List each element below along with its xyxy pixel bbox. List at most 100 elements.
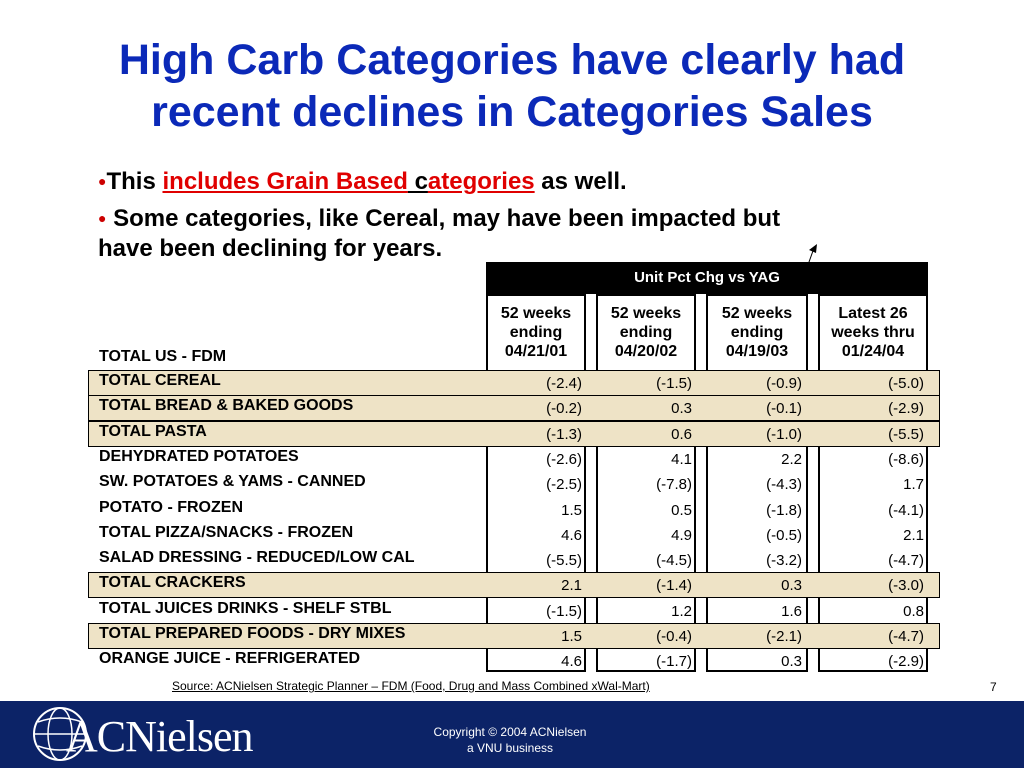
table-cell: (-7.8) [656, 476, 692, 494]
column-4-line-3: 01/24/04 [841, 343, 905, 360]
total-us-label: TOTAL US - FDM [99, 348, 227, 365]
bullet-1-link[interactable]: includes Grain Based [162, 168, 408, 195]
bullet-1-prefix: This [106, 168, 163, 195]
highlight-band [88, 572, 940, 599]
bullet-2-line-1: Some categories, like Cereal, may have b… [106, 205, 781, 232]
table-cell: 1.5 [561, 501, 582, 519]
table-cell: (-3.2) [766, 552, 802, 570]
table-cell: (-5.5) [888, 425, 924, 443]
row-label: POTATO - FROZEN [99, 498, 243, 516]
table-cell: 1.7 [903, 476, 924, 494]
table-cell: (-4.7) [888, 628, 924, 645]
column-2-line-1: 52 weeks [610, 305, 682, 322]
bullet-1-link-2[interactable]: ategories [427, 168, 535, 195]
table-cell: (-1.7) [656, 653, 692, 671]
table-cell: (-2.6) [546, 450, 582, 468]
row-label: TOTAL JUICES DRINKS - SHELF STBL [99, 599, 392, 617]
table-cell: 0.5 [671, 501, 692, 519]
table-cell: (-1.3) [546, 425, 582, 443]
copyright-line-1: Copyright © 2004 ACNielsen [433, 725, 587, 739]
row-label: TOTAL CEREAL [99, 372, 221, 389]
column-box-4 [818, 294, 928, 672]
row-label: DEHYDRATED POTATOES [99, 447, 299, 465]
column-header-1: 52 weeks ending 04/21/01 [486, 304, 586, 361]
column-4-line-2: weeks thru [831, 324, 915, 341]
table-cell: (-1.0) [766, 425, 802, 443]
table-cell: (-8.6) [888, 450, 924, 468]
column-1-line-2: ending [509, 324, 563, 341]
table-cell: (-5.5) [546, 552, 582, 570]
row-label: TOTAL PIZZA/SNACKS - FROZEN [99, 523, 354, 541]
column-header-2: 52 weeks ending 04/20/02 [596, 304, 696, 361]
column-box-3 [706, 294, 808, 672]
source-note: Source: ACNielsen Strategic Planner – FD… [172, 679, 650, 693]
highlight-band [88, 395, 940, 422]
column-header-3: 52 weeks ending 04/19/03 [706, 304, 808, 361]
table-cell: (-1.5) [656, 375, 692, 392]
table-cell: 4.1 [671, 450, 692, 468]
column-2-line-3: 04/20/02 [614, 343, 678, 360]
table-cell: 0.6 [671, 425, 692, 443]
table-cell: (-5.0) [888, 375, 924, 392]
table-cell: 0.3 [671, 400, 692, 418]
bullet-list: ●This includes Grain Based categories as… [98, 166, 928, 270]
table-header: Unit Pct Chg vs YAG [486, 262, 928, 294]
table-cell: 4.9 [671, 526, 692, 544]
table-cell: (-1.5) [546, 602, 582, 620]
bullet-2-line-2: have been declining for years. [98, 235, 443, 262]
table-cell: (-2.4) [546, 375, 582, 392]
table-cell: 2.1 [561, 577, 582, 595]
row-label: TOTAL PASTA [99, 422, 207, 440]
table-cell: (-2.5) [546, 476, 582, 494]
column-box-2 [596, 294, 696, 672]
column-3-line-1: 52 weeks [721, 305, 793, 322]
page-number: 7 [990, 680, 997, 694]
table-cell: (-0.5) [766, 526, 802, 544]
table-cell: (-2.9) [888, 653, 924, 671]
column-header-4: Latest 26 weeks thru 01/24/04 [818, 304, 928, 361]
title-line-1: High Carb Categories have clearly had [118, 36, 906, 84]
table-cell: (-2.9) [888, 400, 924, 418]
table-cell: (-4.5) [656, 552, 692, 570]
table-cell: (-0.4) [656, 628, 692, 645]
table-cell: (-0.9) [766, 375, 802, 392]
table-cell: 0.3 [781, 577, 802, 595]
row-label: TOTAL PREPARED FOODS - DRY MIXES [99, 625, 406, 642]
row-label: TOTAL CRACKERS [99, 574, 246, 592]
table-cell: 1.2 [671, 602, 692, 620]
table-cell: (-4.1) [888, 501, 924, 519]
table-cell: (-0.1) [766, 400, 802, 418]
table-cell: 4.6 [561, 526, 582, 544]
highlight-band [88, 623, 940, 649]
table-cell: 2.1 [903, 526, 924, 544]
table-cell: (-4.7) [888, 552, 924, 570]
acnielsen-logo: ACNielsen [66, 712, 254, 761]
column-1-line-3: 04/21/01 [504, 343, 568, 360]
copyright: Copyright © 2004 ACNielsen a VNU busines… [380, 724, 640, 756]
table-cell: (-1.4) [656, 577, 692, 595]
table-cell: 1.5 [561, 628, 582, 645]
bullet-dot-icon: ● [98, 173, 107, 189]
bullet-1-mid: c [407, 168, 428, 195]
table-cell: (-1.8) [766, 501, 802, 519]
table-cell: 0.3 [781, 653, 802, 671]
table-cell: (-4.3) [766, 476, 802, 494]
table-cell: 4.6 [561, 653, 582, 671]
bullet-dot-icon: ● [98, 210, 107, 226]
bullet-2: ● Some categories, like Cereal, may have… [98, 203, 928, 264]
row-label: ORANGE JUICE - REFRIGERATED [99, 650, 361, 668]
highlight-band [88, 420, 940, 447]
bullet-1: ●This includes Grain Based categories as… [98, 166, 928, 197]
row-label: SW. POTATOES & YAMS - CANNED [99, 473, 366, 491]
column-3-line-2: ending [730, 324, 784, 341]
table-cell: 0.8 [903, 602, 924, 620]
row-label: TOTAL BREAD & BAKED GOODS [99, 397, 354, 415]
footer-bar [0, 701, 1024, 768]
column-2-line-2: ending [619, 324, 673, 341]
table-cell: (-3.0) [888, 577, 924, 595]
table-cell: 2.2 [781, 450, 802, 468]
table-cell: (-0.2) [546, 400, 582, 418]
column-box-1 [486, 294, 586, 672]
table-cell: (-2.1) [766, 628, 802, 645]
slide-title: High Carb Categories have clearly had re… [40, 34, 984, 138]
